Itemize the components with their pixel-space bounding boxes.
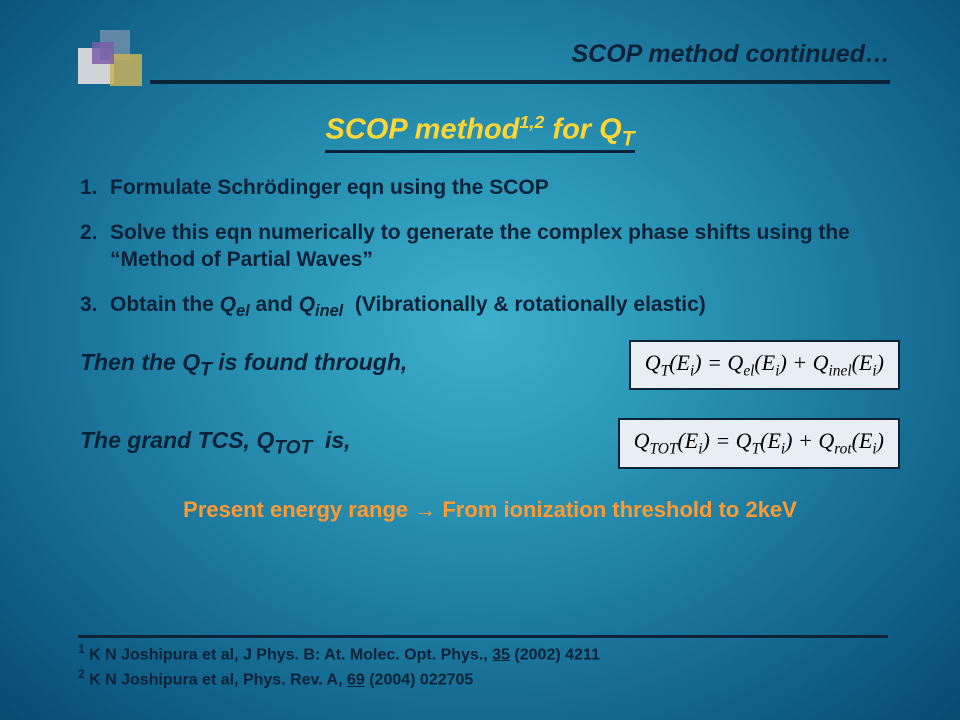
reference-line: 1 K N Joshipura et al, J Phys. B: At. Mo…: [78, 641, 898, 667]
equation-lead: The grand TCS, QTOT is,: [80, 427, 351, 460]
energy-range-note: Present energy range → From ionization t…: [80, 497, 900, 523]
reference-line: 2 K N Joshipura et al, Phys. Rev. A, 69 …: [78, 666, 898, 692]
logo-squares: [78, 30, 148, 90]
step-text: Obtain the Qel and Qinel (Vibrationally …: [110, 292, 900, 322]
step-number: 1.: [80, 175, 110, 202]
logo-square: [110, 54, 142, 86]
title-underline: [325, 150, 635, 153]
logo-square: [92, 42, 114, 64]
step-number: 3.: [80, 292, 110, 322]
equation-box: QT(Ei) = Qel(Ei) + Qinel(Ei): [629, 340, 900, 390]
equation-row: Then the QT is found through, QT(Ei) = Qe…: [80, 340, 900, 390]
content-area: 1.Formulate Schrödinger eqn using the SC…: [80, 175, 900, 523]
slide-header: SCOP method continued…: [571, 40, 890, 69]
bottom-divider: [78, 635, 888, 638]
step-number: 2.: [80, 220, 110, 274]
top-divider: [150, 80, 890, 84]
step-item: 2.Solve this eqn numerically to generate…: [80, 220, 900, 274]
equation-row: The grand TCS, QTOT is, QTOT(Ei) = QT(Ei)…: [80, 418, 900, 468]
section-title: SCOP method1,2 for QT: [0, 112, 960, 151]
step-text: Solve this eqn numerically to generate t…: [110, 220, 900, 274]
references: 1 K N Joshipura et al, J Phys. B: At. Mo…: [78, 641, 898, 692]
equation-lead: Then the QT is found through,: [80, 349, 407, 382]
step-item: 3.Obtain the Qel and Qinel (Vibrationall…: [80, 292, 900, 322]
step-text: Formulate Schrödinger eqn using the SCOP: [110, 175, 900, 202]
equation-box: QTOT(Ei) = QT(Ei) + Qrot(Ei): [618, 418, 900, 468]
step-item: 1.Formulate Schrödinger eqn using the SC…: [80, 175, 900, 202]
